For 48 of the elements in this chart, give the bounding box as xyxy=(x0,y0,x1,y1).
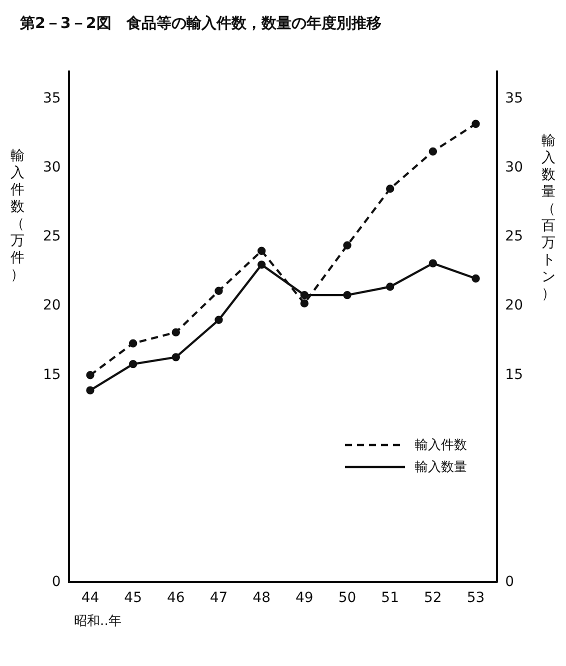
point xyxy=(86,386,94,394)
x-tick-label: 51 xyxy=(381,590,400,606)
x-tick-label: 49 xyxy=(296,590,314,606)
point xyxy=(386,282,394,291)
x-tick-label: 50 xyxy=(338,590,356,606)
point xyxy=(343,290,352,300)
x-tick-label: 53 xyxy=(466,590,485,606)
x-axis-title: 昭和‥年 xyxy=(74,613,122,630)
x-tick-label: 45 xyxy=(124,590,142,606)
y2-tick-label: 25 xyxy=(505,228,524,245)
y-tick-label: 15 xyxy=(42,366,61,383)
x-tick-label: 47 xyxy=(210,590,228,606)
y-tick-label: 0 xyxy=(52,574,61,590)
y2-tick-label: 35 xyxy=(505,90,524,107)
y-tick-label: 25 xyxy=(42,228,61,245)
point xyxy=(428,259,438,268)
y2-tick-label: 15 xyxy=(505,366,524,383)
legend-label: 輸入数量 xyxy=(415,459,468,476)
y2-tick-label: 20 xyxy=(505,298,524,314)
y2-tick-label: 30 xyxy=(505,160,524,176)
x-tick-label: 48 xyxy=(252,590,270,606)
legend-label: 輸入件数 xyxy=(415,437,468,454)
text: 輸入数量（百万トン） xyxy=(542,132,556,302)
y-tick-label: 20 xyxy=(42,298,61,314)
point xyxy=(472,274,480,283)
point xyxy=(300,290,309,300)
point xyxy=(128,360,138,368)
point xyxy=(128,339,138,348)
point xyxy=(257,260,266,269)
point xyxy=(428,147,438,156)
y2-tick-label: 0 xyxy=(505,574,514,590)
x-tick-label: 46 xyxy=(166,590,185,606)
x-tick-label: 44 xyxy=(81,590,100,606)
point xyxy=(214,316,223,324)
point xyxy=(343,241,352,250)
x-tick-label: 52 xyxy=(424,590,442,606)
y-tick-label: 30 xyxy=(42,160,61,176)
point xyxy=(386,184,394,193)
point xyxy=(214,286,223,296)
point xyxy=(172,328,180,336)
point xyxy=(86,371,94,380)
point xyxy=(472,120,480,128)
y-tick-label: 35 xyxy=(42,90,61,107)
chart-title: 第2－3－2図 食品等の輸入件数，数量の年度別推移 xyxy=(20,14,382,33)
y-axis-title: 輸入件数（万件） xyxy=(10,148,25,284)
point xyxy=(257,246,266,255)
point xyxy=(172,353,180,362)
point xyxy=(300,299,309,308)
